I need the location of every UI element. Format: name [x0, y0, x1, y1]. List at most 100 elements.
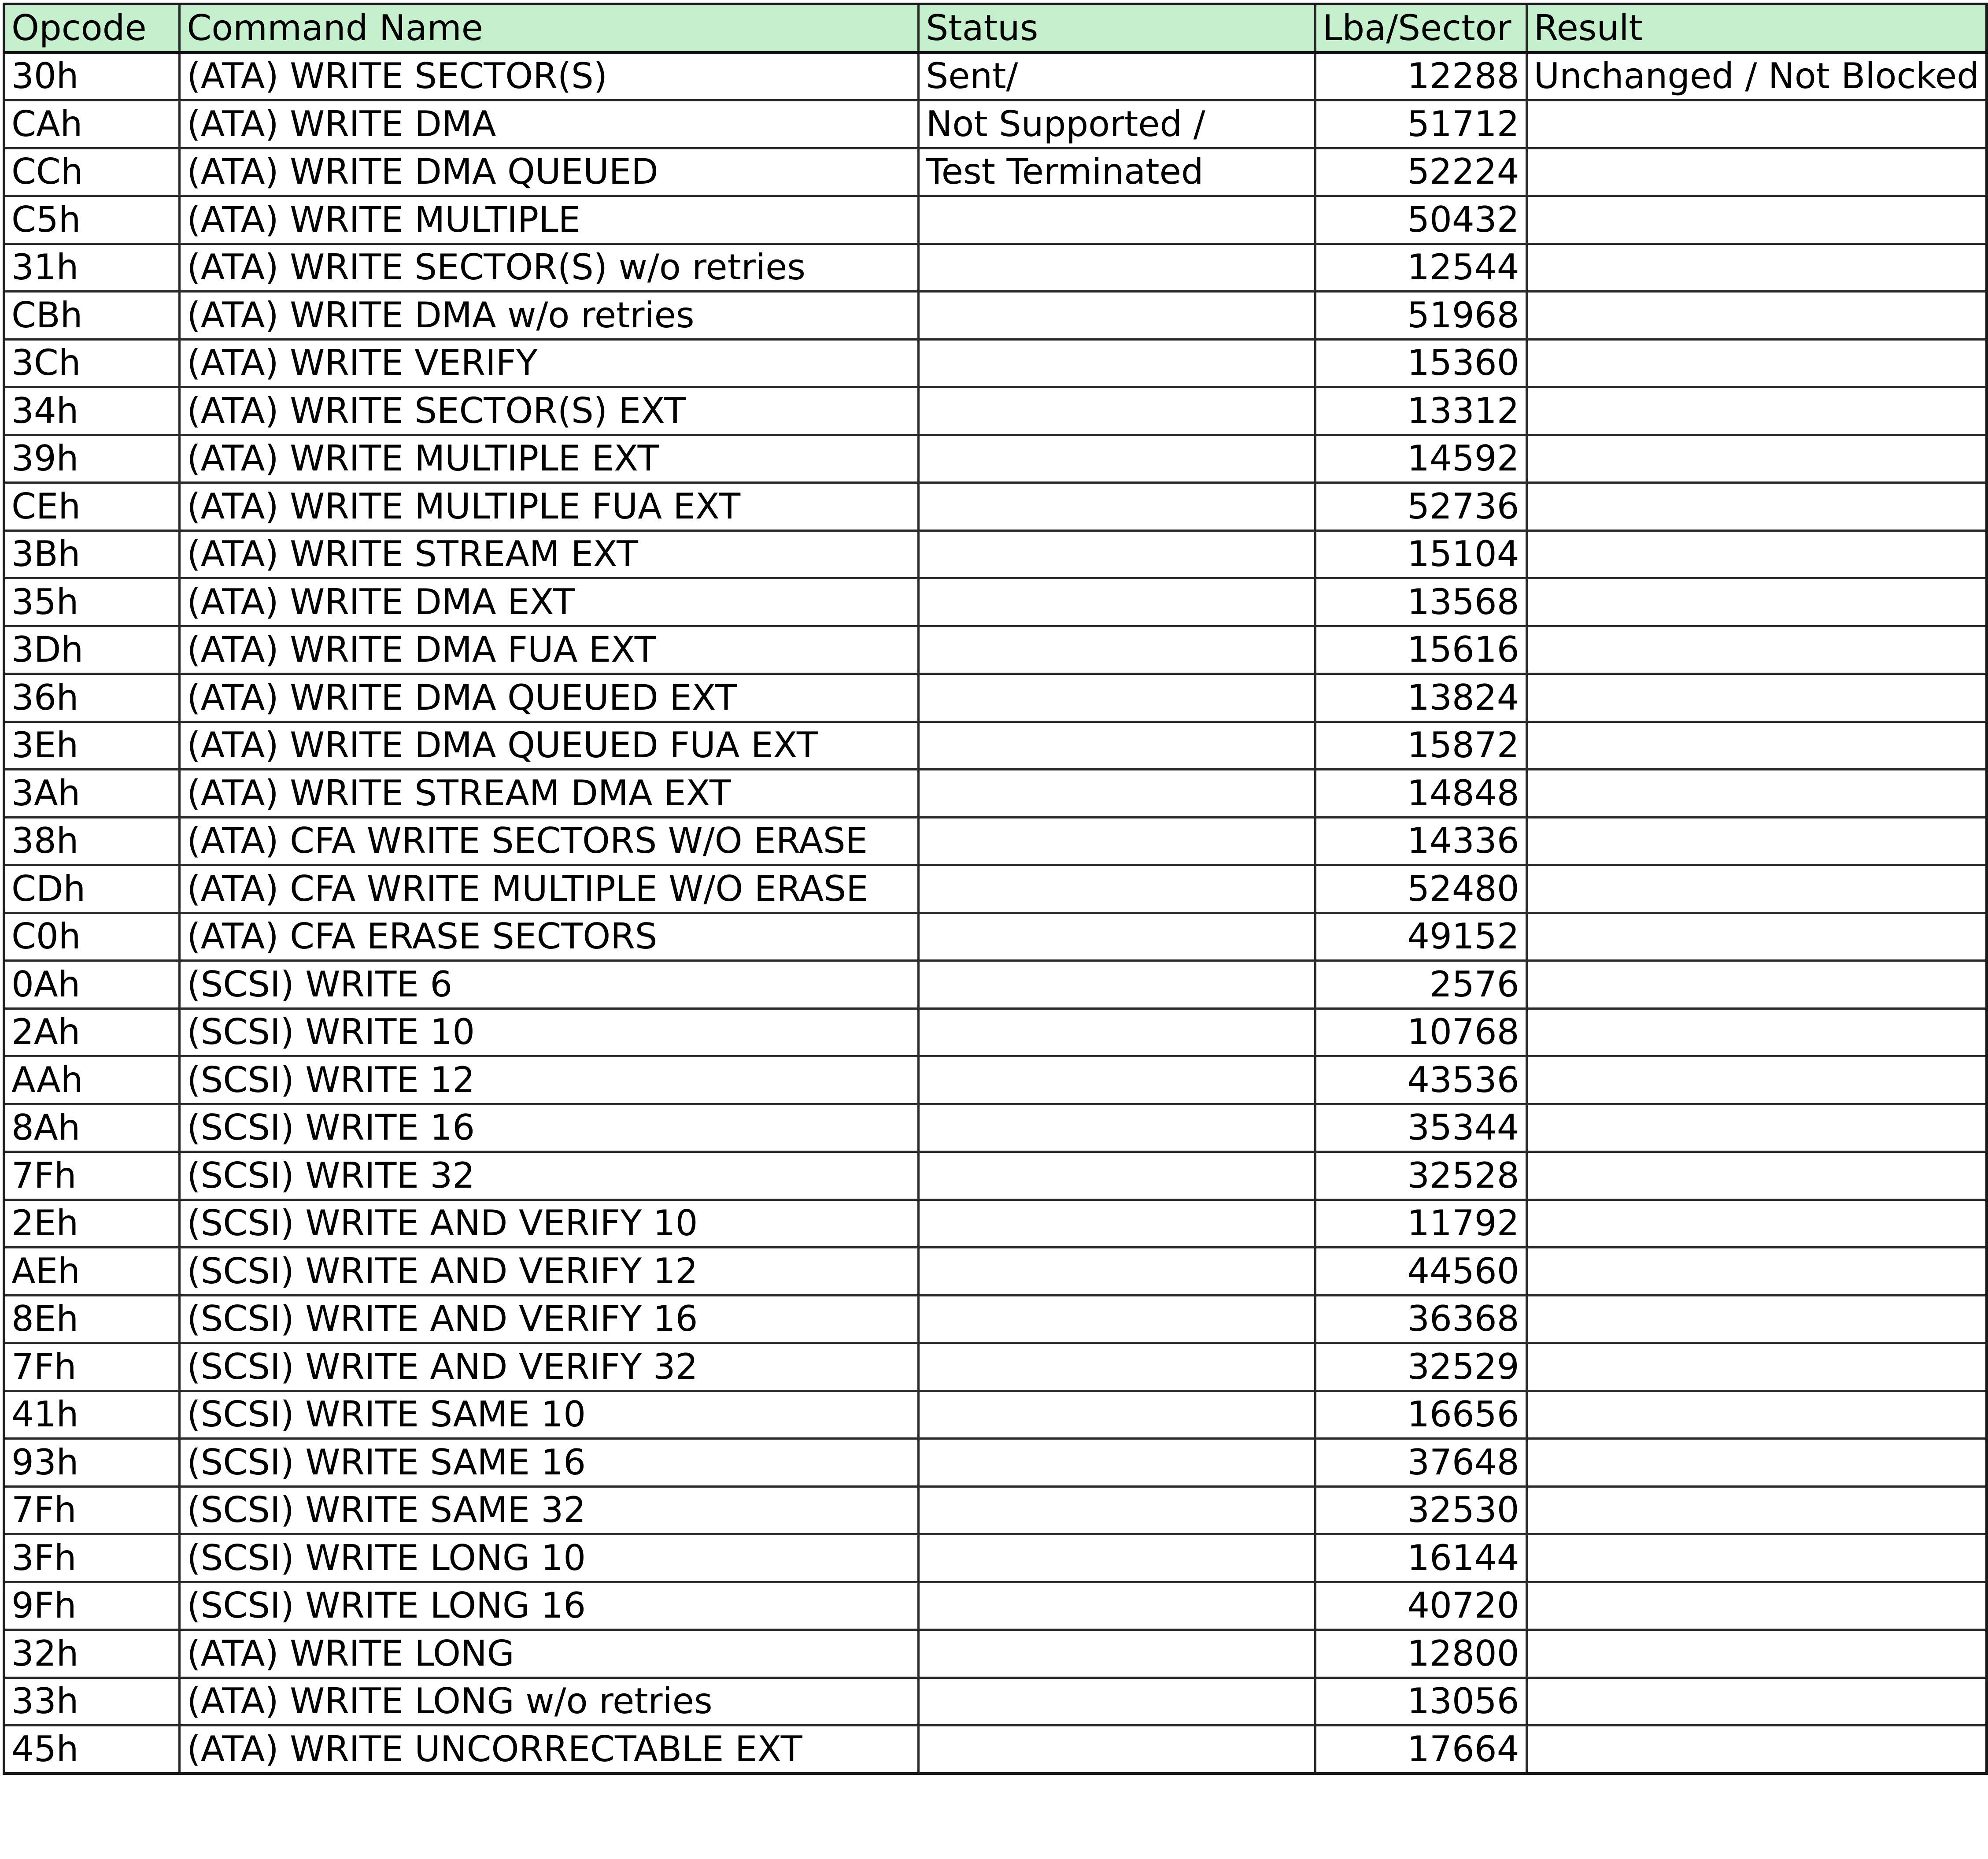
lba-sector-cell[interactable]: 14336 — [1314, 816, 1528, 866]
result-cell[interactable] — [1525, 99, 1988, 149]
lba-sector-cell[interactable]: 52480 — [1314, 864, 1528, 914]
status-cell[interactable]: Test Terminated — [917, 147, 1316, 197]
opcode-cell[interactable]: 39h — [3, 433, 181, 484]
lba-sector-cell[interactable]: 16656 — [1314, 1389, 1528, 1440]
lba-sector-cell[interactable]: 43536 — [1314, 1055, 1528, 1105]
status-cell[interactable] — [917, 433, 1316, 484]
result-cell[interactable] — [1525, 1629, 1988, 1679]
header-command-name[interactable]: Command Name — [178, 3, 920, 53]
status-cell[interactable] — [917, 1198, 1316, 1248]
header-result[interactable]: Result — [1525, 3, 1988, 53]
opcode-cell[interactable]: C5h — [3, 195, 181, 245]
result-cell[interactable] — [1525, 1533, 1988, 1583]
result-cell[interactable]: Unchanged / Not Blocked — [1525, 51, 1988, 101]
status-cell[interactable] — [917, 625, 1316, 675]
result-cell[interactable] — [1525, 529, 1988, 579]
result-cell[interactable] — [1525, 1676, 1988, 1726]
command-name-cell[interactable]: (ATA) WRITE STREAM DMA EXT — [178, 768, 920, 818]
lba-sector-cell[interactable]: 15872 — [1314, 720, 1528, 770]
lba-sector-cell[interactable]: 32529 — [1314, 1342, 1528, 1392]
opcode-cell[interactable]: 3Ah — [3, 768, 181, 818]
lba-sector-cell[interactable]: 44560 — [1314, 1246, 1528, 1296]
opcode-cell[interactable]: 35h — [3, 577, 181, 627]
lba-sector-cell[interactable]: 52736 — [1314, 481, 1528, 532]
result-cell[interactable] — [1525, 1151, 1988, 1201]
opcode-cell[interactable]: 41h — [3, 1389, 181, 1440]
result-cell[interactable] — [1525, 433, 1988, 484]
command-name-cell[interactable]: (ATA) WRITE DMA QUEUED FUA EXT — [178, 720, 920, 770]
result-cell[interactable] — [1525, 1437, 1988, 1488]
opcode-cell[interactable]: 93h — [3, 1437, 181, 1488]
status-cell[interactable] — [917, 864, 1316, 914]
result-cell[interactable] — [1525, 386, 1988, 436]
lba-sector-cell[interactable]: 13824 — [1314, 673, 1528, 723]
result-cell[interactable] — [1525, 1103, 1988, 1153]
header-opcode[interactable]: Opcode — [3, 3, 181, 53]
result-cell[interactable] — [1525, 1055, 1988, 1105]
lba-sector-cell[interactable]: 16144 — [1314, 1533, 1528, 1583]
opcode-cell[interactable]: CAh — [3, 99, 181, 149]
opcode-cell[interactable]: 2Eh — [3, 1198, 181, 1248]
opcode-cell[interactable]: 32h — [3, 1629, 181, 1679]
opcode-cell[interactable]: AEh — [3, 1246, 181, 1296]
status-cell[interactable] — [917, 386, 1316, 436]
lba-sector-cell[interactable]: 32530 — [1314, 1485, 1528, 1535]
command-name-cell[interactable]: (ATA) WRITE SECTOR(S) — [178, 51, 920, 101]
command-name-cell[interactable]: (SCSI) WRITE AND VERIFY 10 — [178, 1198, 920, 1248]
opcode-cell[interactable]: 8Eh — [3, 1294, 181, 1344]
command-name-cell[interactable]: (ATA) WRITE MULTIPLE — [178, 195, 920, 245]
command-name-cell[interactable]: (ATA) WRITE SECTOR(S) EXT — [178, 386, 920, 436]
lba-sector-cell[interactable]: 12544 — [1314, 242, 1528, 293]
command-name-cell[interactable]: (SCSI) WRITE AND VERIFY 16 — [178, 1294, 920, 1344]
lba-sector-cell[interactable]: 15616 — [1314, 625, 1528, 675]
lba-sector-cell[interactable]: 37648 — [1314, 1437, 1528, 1488]
lba-sector-cell[interactable]: 14848 — [1314, 768, 1528, 818]
opcode-cell[interactable]: CCh — [3, 147, 181, 197]
opcode-cell[interactable]: 3Ch — [3, 338, 181, 388]
command-name-cell[interactable]: (ATA) WRITE MULTIPLE FUA EXT — [178, 481, 920, 532]
opcode-cell[interactable]: AAh — [3, 1055, 181, 1105]
result-cell[interactable] — [1525, 1581, 1988, 1631]
lba-sector-cell[interactable]: 2576 — [1314, 959, 1528, 1010]
result-cell[interactable] — [1525, 1342, 1988, 1392]
command-name-cell[interactable]: (SCSI) WRITE 12 — [178, 1055, 920, 1105]
command-name-cell[interactable]: (ATA) WRITE DMA EXT — [178, 577, 920, 627]
command-name-cell[interactable]: (ATA) WRITE LONG w/o retries — [178, 1676, 920, 1726]
result-cell[interactable] — [1525, 625, 1988, 675]
command-name-cell[interactable]: (SCSI) WRITE 10 — [178, 1007, 920, 1057]
opcode-cell[interactable]: 7Fh — [3, 1342, 181, 1392]
command-name-cell[interactable]: (ATA) WRITE VERIFY — [178, 338, 920, 388]
status-cell[interactable] — [917, 290, 1316, 341]
result-cell[interactable] — [1525, 1007, 1988, 1057]
lba-sector-cell[interactable]: 52224 — [1314, 147, 1528, 197]
status-cell[interactable] — [917, 1151, 1316, 1201]
opcode-cell[interactable]: 36h — [3, 673, 181, 723]
result-cell[interactable] — [1525, 195, 1988, 245]
opcode-cell[interactable]: C0h — [3, 911, 181, 962]
command-name-cell[interactable]: (SCSI) WRITE 16 — [178, 1103, 920, 1153]
opcode-cell[interactable]: 0Ah — [3, 959, 181, 1010]
lba-sector-cell[interactable]: 13568 — [1314, 577, 1528, 627]
status-cell[interactable] — [917, 1294, 1316, 1344]
status-cell[interactable] — [917, 959, 1316, 1010]
result-cell[interactable] — [1525, 338, 1988, 388]
opcode-cell[interactable]: 45h — [3, 1724, 181, 1774]
status-cell[interactable]: Sent/ — [917, 51, 1316, 101]
status-cell[interactable] — [917, 1581, 1316, 1631]
command-name-cell[interactable]: (ATA) CFA WRITE SECTORS W/O ERASE — [178, 816, 920, 866]
opcode-cell[interactable]: 3Bh — [3, 529, 181, 579]
status-cell[interactable] — [917, 720, 1316, 770]
status-cell[interactable] — [917, 338, 1316, 388]
command-name-cell[interactable]: (ATA) WRITE UNCORRECTABLE EXT — [178, 1724, 920, 1774]
opcode-cell[interactable]: 7Fh — [3, 1151, 181, 1201]
opcode-cell[interactable]: CBh — [3, 290, 181, 341]
result-cell[interactable] — [1525, 1294, 1988, 1344]
result-cell[interactable] — [1525, 864, 1988, 914]
command-name-cell[interactable]: (ATA) WRITE DMA QUEUED EXT — [178, 673, 920, 723]
result-cell[interactable] — [1525, 290, 1988, 341]
opcode-cell[interactable]: 3Dh — [3, 625, 181, 675]
command-name-cell[interactable]: (ATA) WRITE MULTIPLE EXT — [178, 433, 920, 484]
lba-sector-cell[interactable]: 14592 — [1314, 433, 1528, 484]
lba-sector-cell[interactable]: 17664 — [1314, 1724, 1528, 1774]
result-cell[interactable] — [1525, 577, 1988, 627]
